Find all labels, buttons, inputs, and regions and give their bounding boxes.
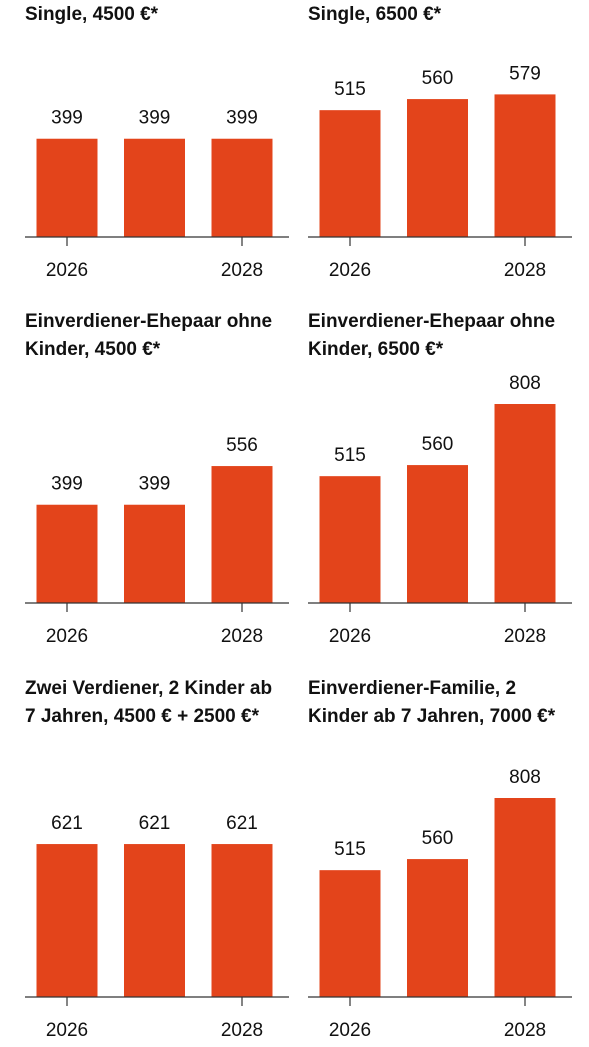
x-tick-label: 2028: [504, 260, 546, 281]
x-tick-label: 2028: [504, 626, 546, 647]
x-tick-label: 2028: [221, 260, 263, 281]
value-label: 560: [422, 828, 454, 849]
bar: [407, 465, 468, 603]
bar: [36, 504, 98, 603]
bar: [124, 504, 185, 603]
x-tick-label: 2028: [504, 1020, 546, 1041]
bar: [211, 844, 273, 997]
value-label: 621: [51, 813, 83, 834]
value-label: 399: [139, 108, 171, 129]
value-label: 560: [422, 434, 454, 455]
value-label: 399: [51, 108, 83, 129]
chart-title: Single, 6500 €*: [308, 4, 442, 25]
bar: [36, 138, 98, 237]
value-label: 515: [334, 79, 366, 100]
bar: [211, 138, 273, 237]
x-tick-label: 2026: [46, 626, 88, 647]
bar: [319, 476, 381, 603]
chart-title: Single, 4500 €*: [25, 4, 159, 25]
value-label: 621: [226, 813, 258, 834]
bar: [494, 798, 556, 997]
x-tick-label: 2026: [329, 1020, 371, 1041]
chart-title: Einverdiener-Familie, 2 Kinder ab 7 Jahr…: [308, 678, 556, 727]
bar: [319, 110, 381, 237]
x-tick-label: 2026: [46, 1020, 88, 1041]
value-label: 515: [334, 445, 366, 466]
value-label: 515: [334, 839, 366, 860]
value-label: 399: [139, 474, 171, 495]
bar: [407, 99, 468, 237]
value-label: 399: [51, 474, 83, 495]
value-label: 808: [509, 767, 541, 788]
value-label: 579: [509, 63, 541, 84]
x-tick-label: 2028: [221, 1020, 263, 1041]
x-tick-label: 2026: [46, 260, 88, 281]
x-tick-label: 2028: [221, 626, 263, 647]
bar: [211, 466, 273, 603]
bar: [494, 94, 556, 237]
bar: [124, 844, 185, 997]
chart-title: Zwei Verdiener, 2 Kinder ab 7 Jahren, 45…: [25, 678, 273, 727]
bar: [124, 138, 185, 237]
value-label: 621: [139, 813, 171, 834]
value-label: 808: [509, 373, 541, 394]
bar: [319, 870, 381, 997]
x-tick-label: 2026: [329, 260, 371, 281]
bar: [494, 404, 556, 603]
value-label: 556: [226, 435, 258, 456]
bar: [36, 844, 98, 997]
bar: [407, 859, 468, 997]
chart-title: Einverdiener-Ehepaar ohne Kinder, 4500 €…: [25, 311, 273, 360]
chart-title: Einverdiener-Ehepaar ohne Kinder, 6500 €…: [308, 311, 556, 360]
value-label: 560: [422, 68, 454, 89]
x-tick-label: 2026: [329, 626, 371, 647]
value-label: 399: [226, 108, 258, 129]
